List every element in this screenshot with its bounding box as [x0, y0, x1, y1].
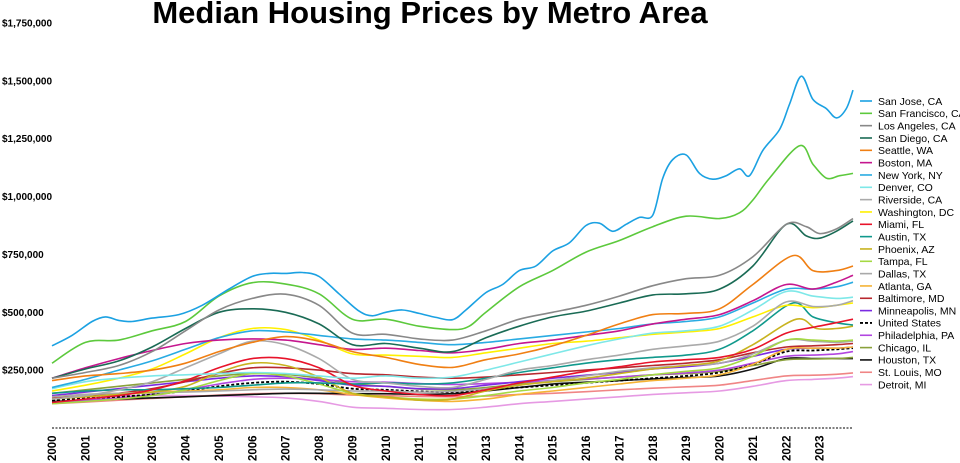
- legend-label-houston-tx: Houston, TX: [878, 355, 936, 367]
- x-tick-label: 2007: [281, 435, 293, 461]
- series-line-miami-fl: [51, 318, 854, 404]
- x-axis: 2000 2001 2002 2003 2004 2005 2006 2007 2008 2009…: [47, 435, 827, 461]
- series-line-denver-co: [51, 290, 854, 390]
- series-line-dallas-tx: [51, 338, 854, 398]
- x-tick-label: 2018: [648, 435, 660, 461]
- legend-label-denver-co: Denver, CO: [878, 182, 933, 194]
- series-line-los-angeles-ca: [51, 217, 854, 379]
- x-tick-label: 2002: [114, 435, 126, 461]
- legend-label-st-louis-mo: St. Louis, MO: [878, 367, 942, 379]
- legend-label-new-york-ny: New York, NY: [878, 170, 943, 182]
- x-tick-label: 2010: [381, 435, 393, 461]
- legend-label-dallas-tx: Dallas, TX: [878, 268, 926, 280]
- x-tick-label: 2022: [781, 435, 793, 461]
- legend-label-austin-tx: Austin, TX: [878, 231, 926, 243]
- legend-label-miami-fl: Miami, FL: [878, 219, 924, 231]
- x-tick-label: 2000: [47, 435, 59, 461]
- y-tick-label: $1,750,000: [2, 19, 52, 30]
- series-line-new-york-ny: [51, 281, 854, 389]
- legend-label-los-angeles-ca: Los Angeles, CA: [878, 120, 956, 132]
- x-tick-label: 2003: [147, 435, 159, 461]
- legend-label-seattle-wa: Seattle, WA: [878, 145, 933, 157]
- x-tick-label: 2004: [181, 435, 193, 461]
- legend-label-detroit-mi: Detroit, MI: [878, 379, 926, 391]
- legend-label-united-states: United States: [878, 318, 941, 330]
- legend-label-tampa-fl: Tampa, FL: [878, 256, 928, 268]
- legend-label-baltimore-md: Baltimore, MD: [878, 293, 945, 305]
- legend-label-san-diego-ca: San Diego, CA: [878, 133, 947, 145]
- x-tick-label: 2015: [548, 435, 560, 461]
- x-tick-label: 2012: [448, 435, 460, 461]
- series-line-phoenix-az: [51, 317, 854, 402]
- series-line-seattle-wa: [51, 254, 854, 382]
- y-tick-label: $1,250,000: [2, 134, 52, 145]
- legend-label-philadelphia-pa: Philadelphia, PA: [878, 330, 954, 342]
- y-tick-label: $1,500,000: [2, 76, 52, 87]
- legend-label-boston-ma: Boston, MA: [878, 157, 932, 169]
- series-lines: [51, 75, 854, 411]
- series-line-riverside-ca: [51, 299, 854, 400]
- legend-label-chicago-il: Chicago, IL: [878, 342, 931, 354]
- series-line-san-jose-ca: [51, 75, 854, 347]
- legend-label-riverside-ca: Riverside, CA: [878, 194, 942, 206]
- series-line-baltimore-md: [51, 342, 854, 399]
- legend-label-san-jose-ca: San Jose, CA: [878, 96, 942, 108]
- series-line-san-francisco-ca: [51, 144, 854, 364]
- legend-label-san-francisco-ca: San Francisco, CA: [878, 108, 960, 120]
- x-tick-label: 2016: [581, 435, 593, 461]
- chart-title: Median Housing Prices by Metro Area: [152, 0, 708, 30]
- x-tick-label: 2005: [214, 435, 226, 461]
- y-tick-label: $750,000: [2, 250, 44, 261]
- x-tick-label: 2019: [681, 435, 693, 461]
- x-tick-label: 2023: [815, 435, 827, 461]
- series-line-san-diego-ca: [51, 220, 854, 379]
- x-tick-label: 2014: [514, 435, 526, 461]
- series-line-washington-dc: [51, 302, 854, 392]
- legend-label-phoenix-az: Phoenix, AZ: [878, 244, 935, 256]
- x-tick-label: 2009: [347, 435, 359, 461]
- x-tick-label: 2001: [80, 435, 92, 461]
- x-tick-label: 2021: [748, 435, 760, 461]
- legend-label-minneapolis-mn: Minneapolis, MN: [878, 305, 956, 317]
- y-tick-label: $500,000: [2, 308, 44, 319]
- x-tick-label: 2017: [614, 435, 626, 461]
- legend-label-atlanta-ga: Atlanta, GA: [878, 281, 932, 293]
- x-tick-label: 2008: [314, 435, 326, 461]
- y-tick-label: $250,000: [2, 366, 44, 377]
- x-tick-label: 2013: [481, 435, 493, 461]
- series-line-boston-ma: [51, 274, 854, 379]
- x-tick-label: 2011: [414, 435, 426, 461]
- series-line-austin-tx: [51, 302, 854, 395]
- y-axis: $250,000 $500,000 $750,000 $1,000,000 $1,250…: [2, 19, 52, 377]
- x-tick-label: 2020: [715, 435, 727, 461]
- legend-label-washington-dc: Washington, DC: [878, 207, 954, 219]
- series-line-detroit-mi: [51, 375, 854, 411]
- x-tick-label: 2006: [247, 435, 259, 461]
- y-tick-label: $1,000,000: [2, 192, 52, 203]
- series-line-atlanta-ga: [51, 346, 854, 403]
